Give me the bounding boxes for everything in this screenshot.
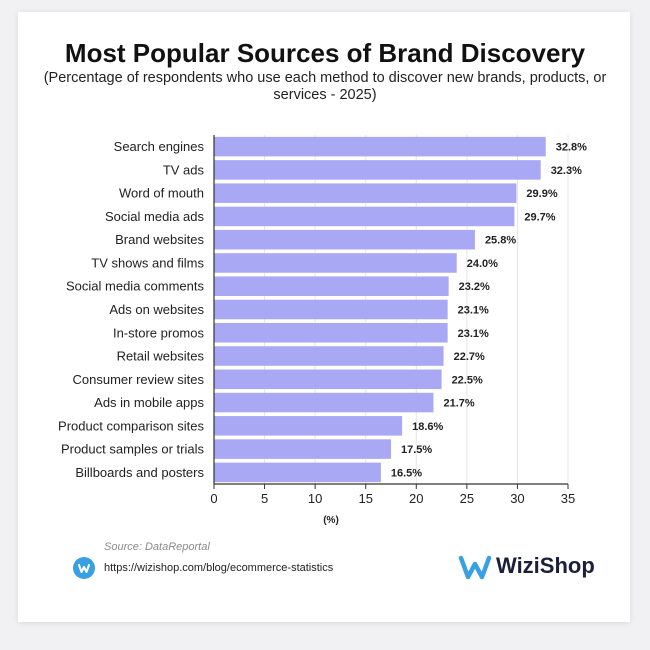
bar	[214, 369, 442, 390]
category-label: Billboards and posters	[75, 465, 204, 480]
bar	[214, 299, 448, 320]
category-label: In-store promos	[113, 325, 205, 340]
bar	[214, 229, 475, 250]
x-tick-label: 20	[409, 491, 423, 506]
category-label: Product comparison sites	[58, 418, 204, 433]
source-note: Source: DataReportal	[104, 541, 210, 553]
category-label: Brand websites	[115, 232, 204, 247]
value-label: 22.5%	[452, 374, 483, 386]
brand-name: WiziShop	[496, 553, 595, 578]
bar	[214, 346, 444, 366]
value-label: 23.1%	[458, 305, 489, 317]
bar	[214, 253, 457, 273]
value-label: 24.0%	[467, 258, 498, 270]
category-label: Word of mouth	[119, 186, 204, 201]
value-label: 18.6%	[412, 421, 443, 433]
x-tick-label: 5	[261, 491, 268, 506]
category-label: TV shows and films	[91, 255, 204, 270]
bar	[214, 462, 381, 483]
category-label: Search engines	[114, 139, 205, 154]
chart-title: Most Popular Sources of Brand Discovery	[64, 38, 586, 68]
x-tick-label: 10	[308, 491, 322, 506]
bar	[214, 183, 517, 203]
x-tick-label: 25	[460, 491, 474, 506]
source-link[interactable]: https://wizishop.com/blog/ecommerce-stat…	[104, 562, 334, 574]
value-label: 32.8%	[556, 142, 587, 154]
value-label: 32.3%	[551, 165, 582, 177]
category-label: Consumer review sites	[73, 372, 205, 387]
value-label: 16.5%	[391, 467, 422, 479]
x-tick-label: 15	[358, 491, 372, 506]
value-label: 22.7%	[454, 351, 485, 363]
bar	[214, 206, 515, 227]
x-tick-label: 30	[510, 491, 524, 506]
value-label: 23.2%	[459, 281, 490, 293]
bar	[214, 439, 391, 459]
value-label: 29.7%	[524, 211, 555, 223]
value-label: 17.5%	[401, 444, 432, 456]
bar	[214, 392, 434, 413]
category-label: Ads on websites	[109, 302, 204, 317]
category-label: Social media comments	[66, 279, 204, 294]
value-label: 29.9%	[526, 188, 557, 200]
bar	[214, 276, 449, 297]
wizishop-logo-icon	[458, 552, 492, 582]
wizishop-w-icon	[73, 557, 95, 579]
category-label: Ads in mobile apps	[94, 395, 204, 410]
category-label: Product samples or trials	[61, 442, 205, 457]
x-tick-label: 0	[210, 491, 217, 506]
category-label: TV ads	[163, 162, 205, 177]
x-axis-label: (%)	[323, 515, 339, 526]
bar	[214, 322, 448, 343]
value-label: 21.7%	[443, 398, 474, 410]
value-label: 25.8%	[485, 235, 516, 247]
category-label: Retail websites	[117, 349, 205, 364]
value-label: 23.1%	[458, 328, 489, 340]
x-tick-label: 35	[561, 491, 575, 506]
category-label: Social media ads	[105, 209, 204, 224]
bar	[214, 136, 546, 157]
bar	[214, 160, 541, 180]
chart-subtitle: (Percentage of respondents who use each …	[43, 70, 607, 103]
bar	[214, 416, 403, 436]
